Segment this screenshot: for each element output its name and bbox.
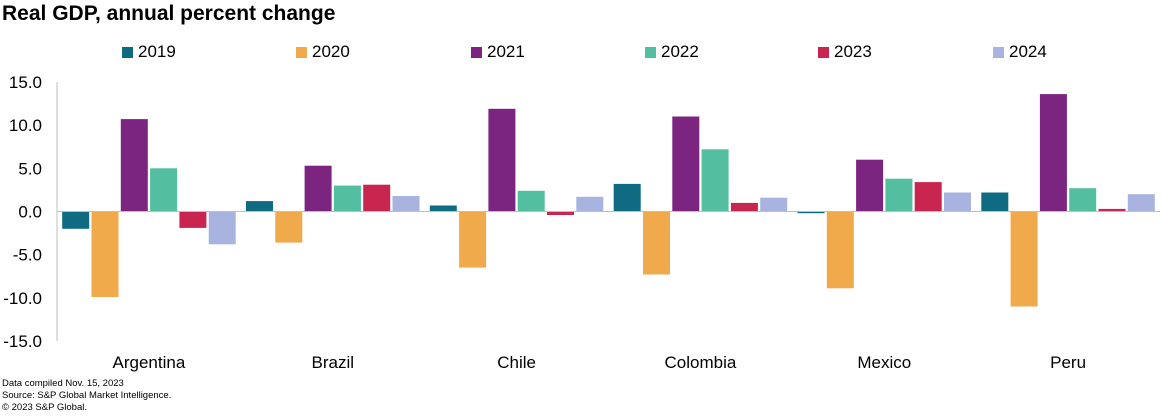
bar-argentina-2020	[91, 211, 119, 297]
legend-item-2022: 2022	[645, 42, 699, 62]
bar-peru-2024	[1127, 194, 1155, 212]
x-category-label: Colombia	[664, 353, 736, 372]
legend-label: 2024	[1009, 42, 1047, 61]
legend-item-2024: 2024	[993, 42, 1047, 62]
bar-mexico-2023	[914, 182, 942, 212]
legend-swatch	[645, 46, 656, 58]
y-tick-label: -15.0	[3, 332, 42, 351]
bar-chile-2023	[547, 211, 574, 215]
legend-swatch	[818, 46, 829, 58]
bar-colombia-2021	[672, 116, 700, 212]
bar-argentina-2021	[120, 119, 148, 212]
legend-swatch	[471, 46, 482, 58]
chart-title: Real GDP, annual percent change	[2, 2, 336, 25]
bar-colombia-2020	[643, 211, 670, 275]
bar-colombia-2022	[701, 149, 729, 212]
bar-brazil-2020	[275, 211, 303, 243]
y-tick-label: 10.0	[9, 116, 42, 135]
bar-chile-2021	[488, 108, 516, 212]
legend-swatch	[993, 46, 1004, 58]
bar-peru-2020	[1010, 211, 1038, 307]
bar-colombia-2024	[760, 197, 788, 212]
bar-chile-2019	[429, 205, 457, 212]
legend-label: 2023	[834, 42, 872, 61]
bar-mexico-2019	[797, 211, 825, 214]
legend: 2019 2020 2021 2022 2023 2024	[0, 42, 1162, 64]
x-category-label: Chile	[497, 353, 536, 372]
bar-argentina-2024	[208, 211, 236, 245]
bar-peru-2022	[1069, 188, 1097, 212]
bar-mexico-2022	[885, 178, 913, 212]
legend-swatch	[296, 46, 307, 58]
legend-item-2023: 2023	[818, 42, 872, 62]
x-category-label: Mexico	[857, 353, 911, 372]
y-tick-label: -10.0	[3, 289, 42, 308]
bar-chile-2022	[517, 190, 545, 212]
x-category-label: Argentina	[113, 353, 186, 372]
legend-label: 2022	[661, 42, 699, 61]
bar-colombia-2019	[613, 183, 641, 212]
bar-mexico-2021	[856, 159, 884, 212]
bar-chile-2024	[576, 196, 604, 212]
note-copyright: © 2023 S&P Global.	[2, 402, 87, 413]
bar-argentina-2019	[62, 211, 90, 229]
y-tick-label: 0.0	[18, 203, 42, 222]
bar-chile-2020	[459, 211, 487, 268]
footnotes: Data compiled Nov. 15, 2023 Source: S&P …	[2, 378, 171, 414]
bar-brazil-2023	[363, 184, 391, 212]
y-tick-label: -5.0	[13, 246, 42, 265]
bar-brazil-2024	[392, 196, 420, 212]
y-tick-label: 5.0	[18, 159, 42, 178]
legend-swatch	[122, 46, 133, 58]
legend-item-2021: 2021	[471, 42, 525, 62]
bar-colombia-2023	[730, 202, 758, 212]
legend-label: 2021	[487, 42, 525, 61]
bar-argentina-2023	[179, 211, 207, 228]
x-category-label: Peru	[1050, 353, 1086, 372]
bar-peru-2021	[1039, 94, 1067, 212]
legend-item-2019: 2019	[122, 42, 176, 62]
bar-mexico-2020	[826, 211, 854, 289]
bar-brazil-2019	[246, 201, 273, 212]
bar-argentina-2022	[150, 168, 178, 212]
legend-label: 2020	[312, 42, 350, 61]
bar-peru-2019	[981, 192, 1009, 212]
note-data-compiled: Data compiled Nov. 15, 2023	[2, 378, 124, 389]
legend-item-2020: 2020	[296, 42, 350, 62]
bar-brazil-2021	[304, 165, 332, 212]
note-source: Source: S&P Global Market Intelligence.	[2, 390, 172, 401]
legend-label: 2019	[138, 42, 176, 61]
bar-peru-2023	[1098, 208, 1126, 212]
bar-brazil-2022	[333, 185, 361, 212]
y-tick-label: 15.0	[9, 73, 42, 92]
x-category-label: Brazil	[312, 353, 355, 372]
bar-mexico-2024	[944, 192, 971, 212]
